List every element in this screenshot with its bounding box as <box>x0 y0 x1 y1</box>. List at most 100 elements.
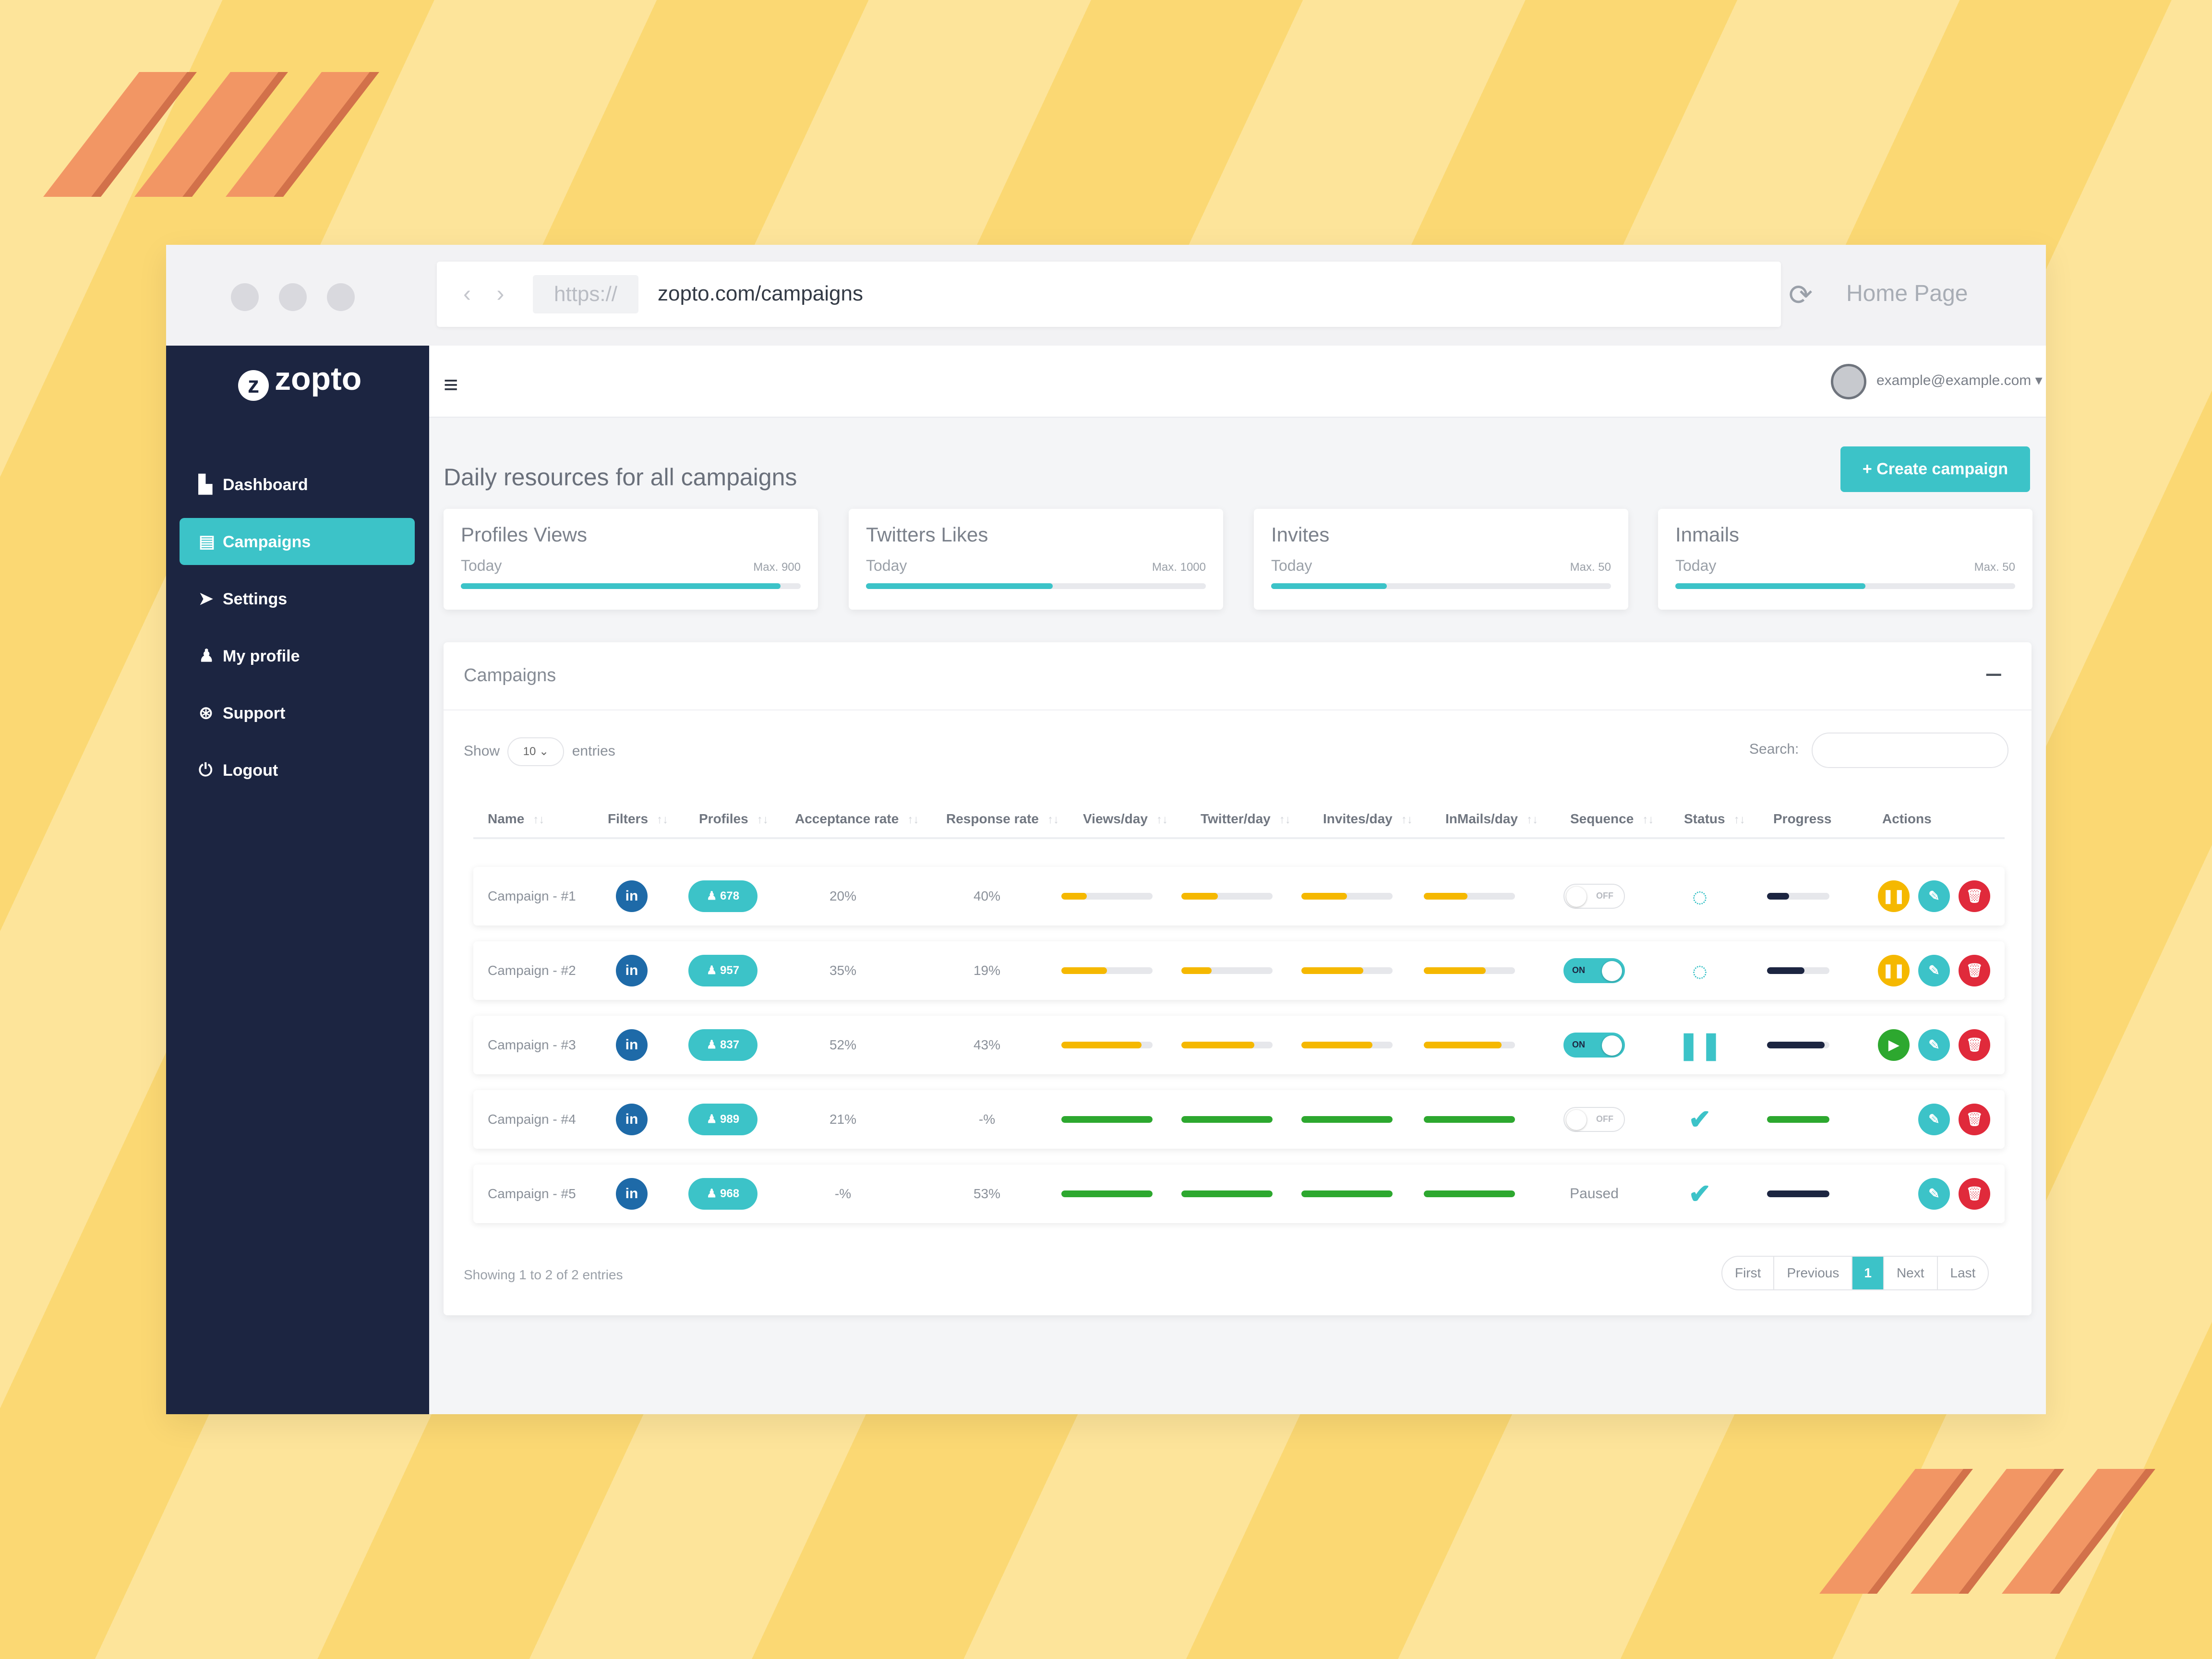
user-email-dropdown[interactable]: example@example.com ▾ <box>1876 373 2043 388</box>
linkedin-icon[interactable]: in <box>616 1178 648 1210</box>
table-cell <box>1054 1016 1160 1074</box>
edit-button[interactable]: ✎ <box>1918 1178 1950 1210</box>
sequence-toggle[interactable]: ON <box>1563 958 1625 983</box>
entries-length-control: Show 10 ⌄ entries <box>464 737 615 766</box>
edit-button[interactable]: ✎ <box>1918 880 1950 912</box>
sort-icon[interactable]: ↑↓ <box>1401 813 1413 826</box>
sidebar-item-settings[interactable]: ➤ Settings <box>180 575 415 622</box>
window-minimize-dot[interactable] <box>279 283 307 311</box>
sequence-toggle[interactable]: ON <box>1563 1033 1625 1058</box>
sidebar-item-dashboard[interactable]: ▙ Dashboard <box>180 461 415 508</box>
sort-icon[interactable]: ↑↓ <box>1642 813 1654 826</box>
sidebar-item-logout[interactable]: ⏻ Logout <box>180 746 415 793</box>
sidebar-item-label: Campaigns <box>223 533 311 551</box>
pagination-1[interactable]: 1 <box>1852 1257 1884 1289</box>
column-header-profiles[interactable]: Profiles ↑↓ <box>699 811 769 827</box>
linkedin-icon[interactable]: in <box>616 1104 648 1135</box>
sort-icon[interactable]: ↑↓ <box>1156 813 1168 826</box>
column-header-invites-day[interactable]: Invites/day ↑↓ <box>1323 811 1413 827</box>
pagination-next[interactable]: Next <box>1884 1257 1938 1289</box>
sidebar-item-my-profile[interactable]: ♟ My profile <box>180 632 415 679</box>
campaign-name[interactable]: Campaign - #2 <box>488 963 576 978</box>
edit-button[interactable]: ✎ <box>1918 1029 1950 1061</box>
column-header-twitter-day[interactable]: Twitter/day ↑↓ <box>1201 811 1291 827</box>
table-cell <box>1417 941 1522 1000</box>
response-rate: 19% <box>973 963 1001 978</box>
search-input[interactable] <box>1812 733 2008 768</box>
table-cell <box>1174 941 1280 1000</box>
collapse-icon[interactable]: − <box>1984 657 2003 692</box>
settings-icon: ➤ <box>199 589 214 608</box>
pause-button[interactable]: ❚❚ <box>1878 880 1910 912</box>
back-forward-arrows-icon[interactable]: ‹ › <box>463 281 514 307</box>
sort-icon[interactable]: ↑↓ <box>1733 813 1745 826</box>
user-avatar[interactable] <box>1831 364 1866 399</box>
delete-button[interactable]: 🗑 <box>1959 1104 1990 1135</box>
resource-progress-bar <box>1271 583 1611 589</box>
column-header-inmails-day[interactable]: InMails/day ↑↓ <box>1445 811 1538 827</box>
sort-icon[interactable]: ↑↓ <box>1279 813 1291 826</box>
inmails-per-day-fill <box>1424 967 1486 974</box>
sidebar-item-campaigns[interactable]: ▤ Campaigns <box>180 518 415 565</box>
acceptance-rate: -% <box>834 1186 852 1201</box>
sequence-toggle[interactable]: OFF <box>1563 1107 1625 1132</box>
create-campaign-button[interactable]: + Create campaign <box>1840 446 2030 492</box>
sequence-toggle[interactable]: OFF <box>1563 884 1625 909</box>
profiles-badge[interactable]: ♟ 678 <box>688 880 757 912</box>
sort-icon[interactable]: ↑↓ <box>533 813 545 826</box>
profiles-badge[interactable]: ♟ 837 <box>688 1029 757 1061</box>
sort-icon[interactable]: ↑↓ <box>657 813 669 826</box>
campaign-name[interactable]: Campaign - #5 <box>488 1186 576 1201</box>
entries-select[interactable]: 10 ⌄ <box>507 737 565 766</box>
delete-button[interactable]: 🗑 <box>1959 1029 1990 1061</box>
delete-button[interactable]: 🗑 <box>1959 955 1990 986</box>
delete-button[interactable]: 🗑 <box>1959 1178 1990 1210</box>
edit-button[interactable]: ✎ <box>1918 1104 1950 1135</box>
pagination-first[interactable]: First <box>1722 1257 1775 1289</box>
column-header-name[interactable]: Name ↑↓ <box>488 811 544 827</box>
campaign-name[interactable]: Campaign - #4 <box>488 1112 576 1127</box>
brand-logo[interactable]: z zopto <box>238 360 361 401</box>
profiles-badge[interactable]: ♟ 968 <box>688 1178 757 1210</box>
views-per-day-bar <box>1061 967 1153 974</box>
toggle-knob <box>1566 1110 1587 1130</box>
profiles-badge[interactable]: ♟ 957 <box>688 955 757 986</box>
pause-button[interactable]: ❚❚ <box>1878 955 1910 986</box>
hamburger-menu-icon[interactable]: ≡ <box>444 371 458 399</box>
sort-icon[interactable]: ↑↓ <box>907 813 919 826</box>
delete-button[interactable]: 🗑 <box>1959 880 1990 912</box>
campaign-name[interactable]: Campaign - #1 <box>488 889 576 903</box>
home-page-link[interactable]: Home Page <box>1846 281 1968 306</box>
linkedin-icon[interactable]: in <box>616 955 648 986</box>
column-header-sequence[interactable]: Sequence ↑↓ <box>1570 811 1654 827</box>
sidebar-item-support[interactable]: ⊛ Support <box>180 689 415 736</box>
linkedin-icon[interactable]: in <box>616 880 648 912</box>
sort-icon[interactable]: ↑↓ <box>757 813 769 826</box>
column-header-filters[interactable]: Filters ↑↓ <box>608 811 668 827</box>
column-label: Invites/day <box>1323 811 1393 826</box>
pagination-previous[interactable]: Previous <box>1774 1257 1853 1289</box>
window-close-dot[interactable] <box>231 283 259 311</box>
profiles-badge[interactable]: ♟ 989 <box>688 1104 757 1135</box>
response-rate: 40% <box>973 889 1001 903</box>
sort-icon[interactable]: ↑↓ <box>1047 813 1059 826</box>
reload-icon[interactable]: ⟳ <box>1789 279 1813 311</box>
column-header-acceptance-rate[interactable]: Acceptance rate ↑↓ <box>795 811 919 827</box>
campaign-name[interactable]: Campaign - #3 <box>488 1037 576 1052</box>
pagination-last[interactable]: Last <box>1950 1265 1976 1280</box>
sidebar-menu: ▙ Dashboard ▤ Campaigns ➤ Settings ♟ My profile… <box>180 461 415 804</box>
url-text[interactable]: zopto.com/campaigns <box>658 282 863 305</box>
sidebar-item-label: Dashboard <box>223 476 308 494</box>
linkedin-icon[interactable]: in <box>616 1029 648 1061</box>
column-header-response-rate[interactable]: Response rate ↑↓ <box>946 811 1059 827</box>
play-button[interactable]: ▶ <box>1878 1029 1910 1061</box>
column-header-views-day[interactable]: Views/day ↑↓ <box>1083 811 1168 827</box>
edit-button[interactable]: ✎ <box>1918 955 1950 986</box>
column-header-status[interactable]: Status ↑↓ <box>1684 811 1745 827</box>
column-header-progress[interactable]: Progress <box>1773 811 1831 827</box>
sort-icon[interactable]: ↑↓ <box>1526 813 1538 826</box>
column-header-actions[interactable]: Actions <box>1882 811 1932 827</box>
toggle-knob <box>1602 1035 1622 1056</box>
address-bar[interactable]: ‹ › https:// zopto.com/campaigns <box>437 262 1781 327</box>
window-maximize-dot[interactable] <box>327 283 355 311</box>
